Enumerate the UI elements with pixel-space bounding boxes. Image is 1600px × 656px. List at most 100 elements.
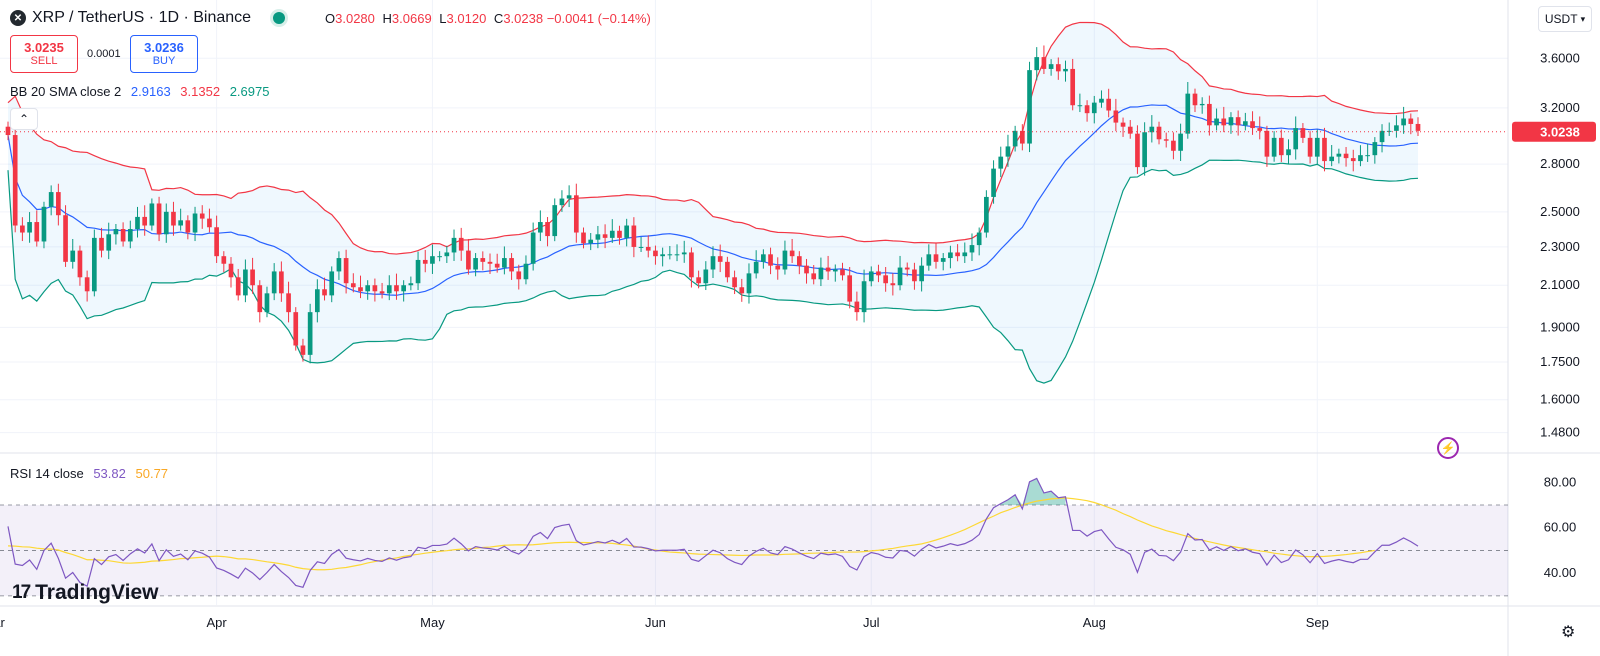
open-key: O: [325, 11, 336, 26]
candle-body: [91, 237, 97, 292]
candle-body: [113, 229, 119, 235]
candle-body: [775, 265, 781, 270]
candle-body: [840, 269, 845, 276]
candle-body: [868, 271, 874, 282]
candle-body: [1401, 118, 1406, 126]
candle-body: [106, 234, 112, 251]
candle-body: [739, 287, 745, 294]
candle-body: [595, 234, 601, 240]
candle-body: [1408, 118, 1414, 124]
candle-body: [408, 283, 414, 286]
currency-select[interactable]: USDT ▾: [1538, 6, 1592, 32]
candle-body: [185, 220, 191, 233]
candle-body: [509, 258, 514, 272]
candle-body: [1192, 93, 1198, 106]
bb-upper-value: 3.1352: [180, 84, 221, 99]
gear-icon[interactable]: ⚙: [1561, 624, 1576, 641]
candle-body: [1372, 142, 1378, 156]
collapse-legend-button[interactable]: ⌃: [10, 108, 38, 130]
candle-body: [897, 267, 903, 286]
candle-body: [120, 229, 126, 242]
price-tick-label: 3.2000: [1540, 100, 1580, 115]
candle-body: [1358, 155, 1363, 162]
candle-body: [847, 275, 853, 302]
rsi-tick-label: 80.00: [1544, 474, 1577, 489]
candle-body: [127, 229, 133, 242]
candle-body: [1142, 132, 1147, 168]
candle-body: [1365, 155, 1370, 157]
bb-legend[interactable]: BB 20 SMA close 2 2.9163 3.1352 2.6975: [10, 84, 269, 99]
candle-body: [5, 126, 11, 136]
chevron-up-icon: ⌃: [18, 112, 30, 126]
candle-body: [12, 135, 18, 226]
candle-body: [1063, 68, 1068, 72]
candle-body: [984, 196, 989, 233]
candle-body: [149, 203, 155, 226]
candle-body: [832, 269, 838, 272]
candle-body: [1394, 125, 1399, 131]
candle-body: [235, 277, 241, 296]
rsi-legend[interactable]: RSI 14 close 53.82 50.77: [10, 466, 168, 481]
candle-body: [674, 254, 680, 256]
tradingview-logo[interactable]: 17 TradingView: [12, 581, 158, 605]
candle-body: [1257, 128, 1263, 131]
price-tick-label: 2.5000: [1540, 204, 1580, 219]
open-value: 3.0280: [335, 11, 375, 26]
candle-body: [890, 283, 896, 286]
candle-body: [1077, 105, 1083, 107]
candle-body: [322, 289, 327, 296]
buy-button[interactable]: 3.0236 BUY: [130, 35, 198, 73]
candle-body: [1243, 121, 1248, 126]
candle-body: [1084, 105, 1090, 114]
candle-body: [99, 237, 104, 251]
candle-body: [1178, 133, 1183, 151]
candle-body: [271, 271, 277, 294]
candle-body: [703, 269, 709, 284]
candle-body: [581, 232, 586, 244]
candle-body: [660, 254, 665, 257]
candle-body: [48, 192, 54, 207]
price-tick-label: 2.3000: [1540, 239, 1580, 254]
candle-body: [1027, 70, 1032, 144]
bb-basis-value: 2.9163: [130, 84, 171, 99]
candle-body: [804, 265, 809, 274]
rsi-ma-line: [7, 497, 1375, 571]
candle-body: [1235, 117, 1241, 126]
candle-body: [768, 254, 773, 266]
candle-body: [1300, 128, 1306, 138]
candle-body: [1019, 130, 1025, 144]
buy-label: BUY: [152, 55, 176, 67]
candle-body: [1379, 130, 1385, 143]
symbol-title[interactable]: XRP / TetherUS · 1D · Binance: [32, 9, 252, 26]
candle-body: [969, 245, 975, 253]
rsi-value: 53.82: [93, 466, 126, 481]
candle-body: [401, 285, 407, 292]
candle-body: [257, 285, 263, 313]
candle-body: [192, 213, 198, 233]
candle-body: [948, 252, 953, 259]
candle-body: [84, 277, 90, 292]
candle-body: [1055, 64, 1061, 72]
rsi-tick-label: 40.00: [1544, 565, 1577, 580]
candle-body: [552, 205, 558, 237]
candle-body: [372, 285, 378, 292]
candle-body: [63, 215, 68, 262]
lightning-icon[interactable]: ⚡: [1437, 437, 1459, 459]
candle-body: [566, 195, 572, 199]
last-price-tag: [1512, 121, 1596, 142]
candle-body: [998, 156, 1004, 169]
low-key: L: [439, 11, 447, 26]
candle-body: [796, 256, 802, 266]
candle-body: [1250, 121, 1255, 129]
candle-body: [20, 225, 25, 233]
candle-body: [1091, 102, 1097, 114]
bb-upper-line: [7, 21, 1419, 255]
candle-body: [1005, 146, 1011, 157]
candle-body: [307, 312, 313, 355]
candle-body: [178, 220, 183, 226]
sell-button[interactable]: 3.0235 SELL: [10, 35, 78, 73]
candle-body: [1199, 103, 1205, 106]
candle-body: [689, 252, 694, 278]
rsi-ma-value: 50.77: [135, 466, 169, 481]
